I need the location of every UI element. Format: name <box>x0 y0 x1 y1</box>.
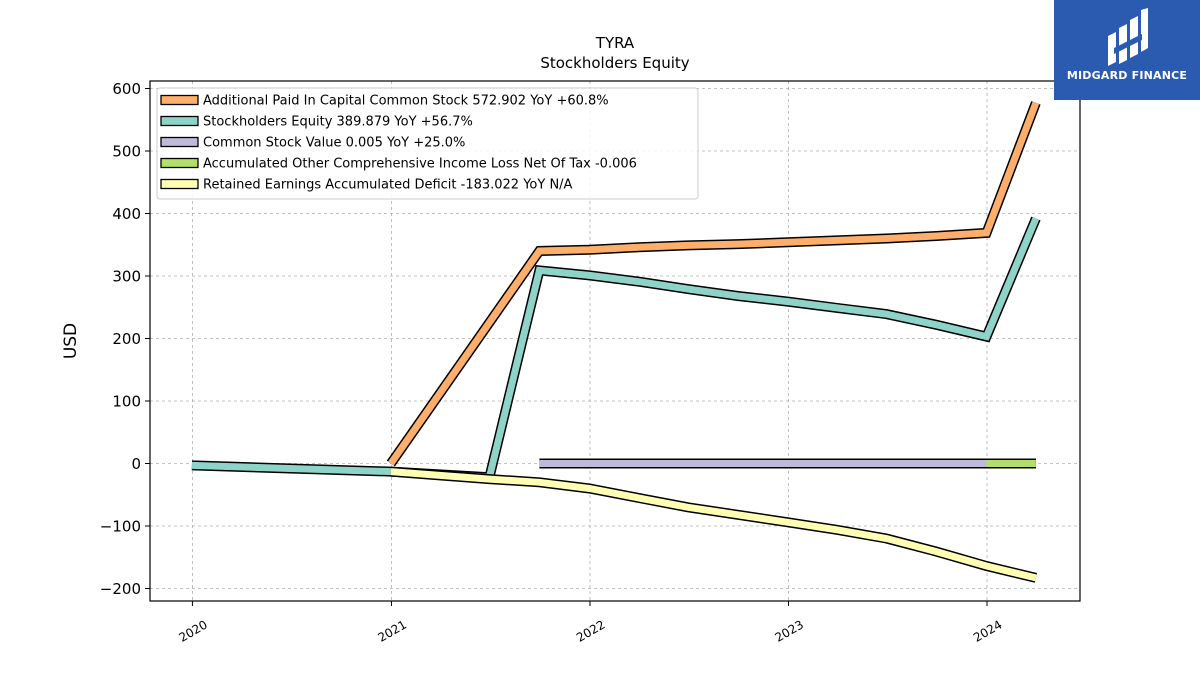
y-tick-label: 200 <box>112 330 141 348</box>
logo-mark-icon <box>1108 8 1148 66</box>
series-outline-1 <box>191 216 1041 483</box>
series-group <box>191 101 1041 583</box>
x-tick-label: 2021 <box>376 617 409 644</box>
x-tick-label: 2022 <box>574 617 607 644</box>
logo-text: MIDGARD FINANCE <box>1066 69 1188 82</box>
legend-label: Common Stock Value 0.005 YoY +25.0% <box>203 136 465 151</box>
y-tick-label: −100 <box>100 518 141 536</box>
chart-title: TYRA <box>595 34 635 52</box>
legend-label: Accumulated Other Comprehensive Income L… <box>203 157 637 172</box>
y-tick-label: 300 <box>112 268 141 286</box>
plot-frame <box>149 80 1081 602</box>
legend-label: Additional Paid In Capital Common Stock … <box>203 94 609 109</box>
x-tick-label: 2020 <box>176 617 209 644</box>
y-axis-label: USD <box>61 323 81 359</box>
y-tick-label: 600 <box>112 80 141 98</box>
x-axis: 2020 2021 2022 2023 2024 <box>176 601 1005 645</box>
x-tick-label: 2024 <box>971 617 1004 644</box>
legend-swatch <box>160 115 199 127</box>
y-tick-label: 400 <box>112 205 141 223</box>
x-tick-label: 2023 <box>773 617 806 644</box>
y-tick-label: 0 <box>131 455 141 473</box>
legend-swatch <box>160 94 199 106</box>
legend-box <box>156 87 699 200</box>
legend: Additional Paid In Capital Common Stock … <box>156 87 699 200</box>
legend-swatch <box>160 136 199 148</box>
series-line-0 <box>388 101 1040 466</box>
legend-swatch <box>160 178 199 190</box>
legend-label: Stockholders Equity 389.879 YoY +56.7% <box>203 115 473 130</box>
series-line-1 <box>191 217 1040 481</box>
chart-subtitle: Stockholders Equity <box>540 54 689 72</box>
legend-swatch <box>160 157 199 169</box>
y-tick-label: 100 <box>112 393 141 411</box>
series-outline-4 <box>390 466 1038 583</box>
series-line-4 <box>390 468 1037 582</box>
y-axis: 600 500 400 300 200 100 0 −100 −200 <box>100 80 150 598</box>
brand-logo: MIDGARD FINANCE <box>1054 0 1200 100</box>
y-tick-label: 500 <box>112 143 141 161</box>
legend-label: Retained Earnings Accumulated Deficit -1… <box>203 178 573 193</box>
y-tick-label: −200 <box>100 580 141 598</box>
